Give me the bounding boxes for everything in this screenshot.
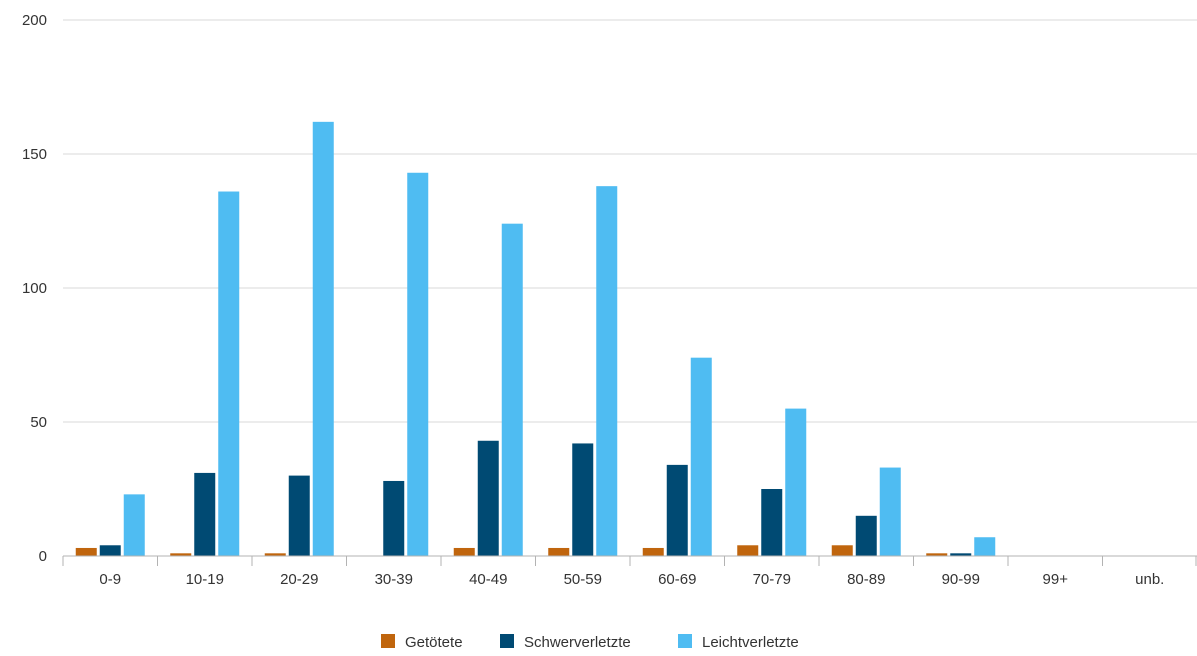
bar-schwerverletzte [288,475,310,556]
legend-label: Schwerverletzte [524,634,631,651]
y-tick-label: 0 [39,548,47,565]
bar-getötete [170,553,192,556]
x-tick-label: 0-9 [99,571,121,588]
gridlines [63,19,1197,423]
legend-label: Leichtverletzte [702,634,799,651]
x-tick-label: 99+ [1043,571,1069,588]
bar-schwerverletzte [950,553,972,556]
legend: Getötete Schwerverletzte Leichtverletzte [381,634,799,651]
bar-leichtverletzte [123,494,145,556]
bar-getötete [264,553,286,556]
legend-swatch [678,634,692,648]
bar-leichtverletzte [879,467,901,556]
bar-leichtverletzte [974,537,996,556]
bar-leichtverletzte [785,408,807,556]
y-tick-label: 200 [22,12,47,29]
x-tick-label: 90-99 [942,571,980,588]
x-tick-label: 60-69 [658,571,696,588]
bar-leichtverletzte [312,121,334,556]
bar-schwerverletzte [99,545,121,556]
legend-label: Getötete [405,634,463,651]
legend-swatch [500,634,514,648]
bar-schwerverletzte [855,515,877,556]
x-tick-label: 50-59 [564,571,602,588]
x-tick-label: 80-89 [847,571,885,588]
bar-schwerverletzte [383,480,405,556]
legend-swatch [381,634,395,648]
x-tick-label: unb. [1135,571,1164,588]
bar-getötete [75,547,97,556]
bar-leichtverletzte [407,172,429,556]
bar-leichtverletzte [501,223,523,556]
bar-getötete [548,547,570,556]
bar-leichtverletzte [596,186,618,556]
axes: 0 50 100 150 200 0-9 10-19 20-29 30-39 40-49 50-59… [22,12,1197,588]
bar-schwerverletzte [194,472,216,556]
y-tick-label: 50 [30,414,47,431]
bar-schwerverletzte [477,440,499,556]
y-tick-label: 150 [22,146,47,163]
bar-leichtverletzte [690,357,712,556]
x-tick-label: 70-79 [753,571,791,588]
bar-getötete [453,547,475,556]
bar-schwerverletzte [761,489,783,556]
bar-getötete [831,545,853,556]
x-tick-label: 30-39 [375,571,413,588]
bar-schwerverletzte [572,443,594,556]
bar-getötete [926,553,948,556]
x-tick-label: 20-29 [280,571,318,588]
bars [75,121,996,556]
bar-schwerverletzte [666,464,688,556]
bar-getötete [737,545,759,556]
x-tick-label: 10-19 [186,571,224,588]
bar-leichtverletzte [218,191,240,556]
y-tick-label: 100 [22,280,47,297]
bar-getötete [642,547,664,556]
x-tick-label: 40-49 [469,571,507,588]
